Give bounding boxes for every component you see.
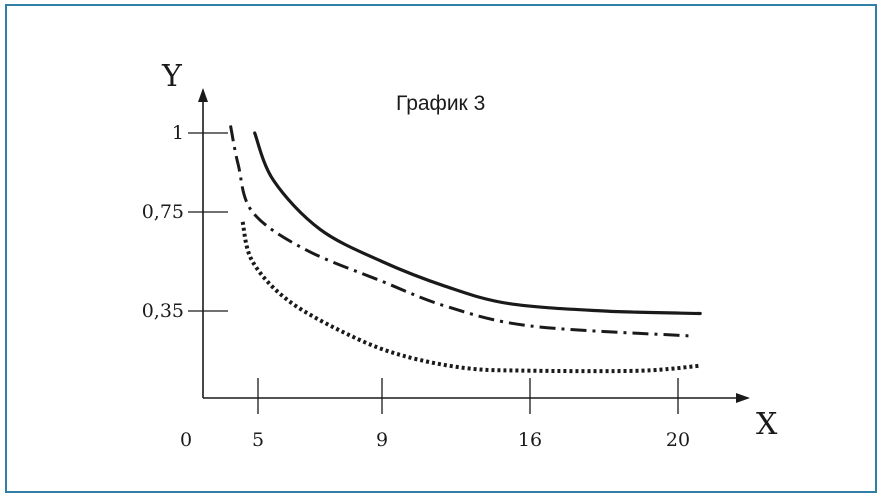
x-tick-label: 0 (180, 429, 192, 451)
chart-frame (5, 4, 877, 493)
y-tick-label: 1 (172, 122, 184, 144)
series-line-dash-dot (229, 125, 690, 338)
x-tick-label: 16 (518, 429, 542, 451)
y-axis-label: Y (161, 59, 183, 94)
series-line-solid (253, 131, 702, 316)
chart-title: График 3 (396, 92, 485, 115)
x-tick-label: 9 (376, 429, 388, 451)
x-axis-label: X (756, 407, 778, 442)
y-tick-label: 0,35 (142, 300, 184, 322)
series-line-dotted (240, 221, 701, 374)
x-tick-label: 20 (666, 429, 690, 451)
y-tick-label: 0,75 (142, 201, 184, 223)
x-tick-label: 5 (252, 429, 264, 451)
series-group (229, 125, 702, 374)
ticks-group: 0,35 0,75 1 0 5 9 16 20 (142, 122, 690, 451)
